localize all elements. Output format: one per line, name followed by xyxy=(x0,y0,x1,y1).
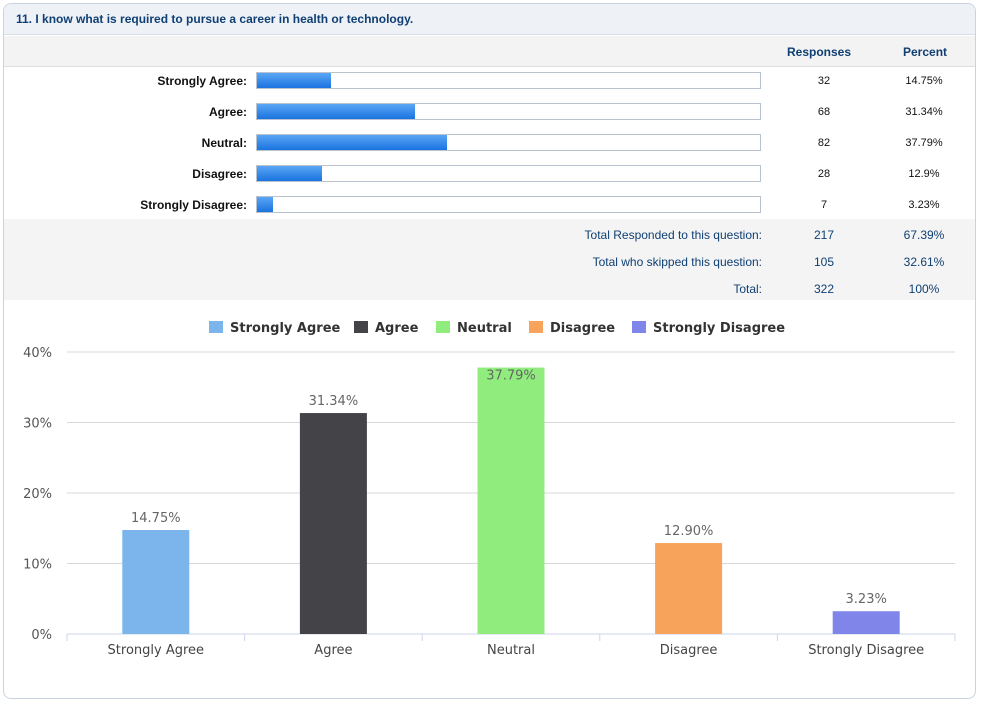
row-count: 82 xyxy=(817,137,831,149)
legend-item: Disagree xyxy=(529,321,615,336)
x-tick-label: Neutral xyxy=(487,643,535,658)
bar xyxy=(655,543,723,634)
legend-label: Neutral xyxy=(457,321,512,336)
response-bar-fill xyxy=(257,104,415,119)
total-label: Total who skipped this question: xyxy=(592,255,762,269)
bar xyxy=(477,367,545,634)
total-count: 322 xyxy=(813,282,835,296)
bar-chart-svg: Strongly Agree Agree Neutral Disagree Strong… xyxy=(23,321,956,658)
total-label: Total Responded to this question: xyxy=(584,228,762,242)
response-bar-fill xyxy=(257,197,274,212)
x-tick-label: Strongly Agree xyxy=(108,643,205,658)
bar xyxy=(122,530,190,634)
total-row: Total who skipped this question: 105 32.… xyxy=(4,248,975,275)
row-label: Neutral: xyxy=(201,136,247,150)
responses-header: Responses xyxy=(787,45,852,59)
question-title: 11. I know what is required to pursue a … xyxy=(16,12,414,26)
x-tick-label: Agree xyxy=(314,643,352,658)
row-percent: 31.34% xyxy=(905,106,943,118)
row-percent: 37.79% xyxy=(905,137,943,149)
legend-label: Agree xyxy=(375,321,419,336)
response-bar-track xyxy=(256,72,761,89)
legend-item: Agree xyxy=(354,321,419,336)
total-percent: 32.61% xyxy=(903,255,945,269)
x-tick-label: Disagree xyxy=(660,643,718,658)
bar-chart: Strongly Agree Agree Neutral Disagree Strong… xyxy=(4,300,975,695)
data-label: 37.79% xyxy=(486,369,536,384)
legend-label: Strongly Agree xyxy=(230,321,341,336)
percent-header: Percent xyxy=(903,45,948,59)
row-count: 32 xyxy=(817,75,831,87)
legend-item: Strongly Agree xyxy=(209,321,341,336)
data-label: 12.90% xyxy=(664,524,714,539)
data-label: 14.75% xyxy=(131,511,181,526)
row-label: Disagree: xyxy=(192,167,247,181)
row-label: Agree: xyxy=(208,105,247,119)
data-label: 3.23% xyxy=(846,592,887,607)
bar xyxy=(299,413,367,634)
total-count: 217 xyxy=(813,228,835,242)
total-row: Total Responded to this question: 217 67… xyxy=(4,221,975,248)
y-tick-label: 10% xyxy=(23,558,52,573)
row-percent: 14.75% xyxy=(905,75,943,87)
row-count: 7 xyxy=(820,199,828,211)
total-percent: 67.39% xyxy=(903,228,945,242)
response-row: Disagree: 28 12.9% xyxy=(4,159,975,190)
response-row: Agree: 68 31.34% xyxy=(4,97,975,128)
total-count: 105 xyxy=(813,255,835,269)
table-header: Responses Percent xyxy=(4,36,975,67)
x-tick-label: Strongly Disagree xyxy=(808,643,924,658)
row-label: Strongly Agree: xyxy=(157,74,247,88)
data-label: 31.34% xyxy=(309,394,359,409)
response-row: Neutral: 82 37.79% xyxy=(4,128,975,159)
response-row: Strongly Disagree: 7 3.23% xyxy=(4,190,975,221)
response-bar-fill xyxy=(257,166,322,181)
response-bar-fill xyxy=(257,73,332,88)
response-bar-fill xyxy=(257,135,448,150)
y-tick-label: 0% xyxy=(31,628,52,643)
question-header: 11. I know what is required to pursue a … xyxy=(4,4,975,35)
y-tick-label: 20% xyxy=(23,487,52,502)
row-percent: 3.23% xyxy=(908,199,940,211)
total-row: Total: 322 100% xyxy=(4,275,975,302)
row-percent: 12.9% xyxy=(908,168,940,180)
response-bar-track xyxy=(256,103,761,120)
response-row: Strongly Agree: 32 14.75% xyxy=(4,66,975,97)
response-bar-track xyxy=(256,134,761,151)
y-tick-label: 30% xyxy=(23,417,52,432)
total-label: Total: xyxy=(733,282,762,296)
row-label: Strongly Disagree: xyxy=(140,198,247,212)
response-bar-track xyxy=(256,165,761,182)
legend-label: Strongly Disagree xyxy=(653,321,785,336)
legend-swatch xyxy=(354,321,368,333)
question-card: 11. I know what is required to pursue a … xyxy=(3,3,976,699)
row-count: 68 xyxy=(817,106,831,118)
legend-swatch xyxy=(209,321,223,333)
legend-swatch xyxy=(436,321,450,333)
legend-item: Strongly Disagree xyxy=(632,321,785,336)
totals-section: Total Responded to this question: 217 67… xyxy=(4,219,975,300)
legend-item: Neutral xyxy=(436,321,512,336)
row-count: 28 xyxy=(817,168,831,180)
legend-label: Disagree xyxy=(550,321,615,336)
legend-swatch xyxy=(632,321,646,333)
y-tick-label: 40% xyxy=(23,346,52,361)
legend-swatch xyxy=(529,321,543,333)
bar xyxy=(832,611,900,634)
response-bar-track xyxy=(256,196,761,213)
total-percent: 100% xyxy=(908,282,940,296)
